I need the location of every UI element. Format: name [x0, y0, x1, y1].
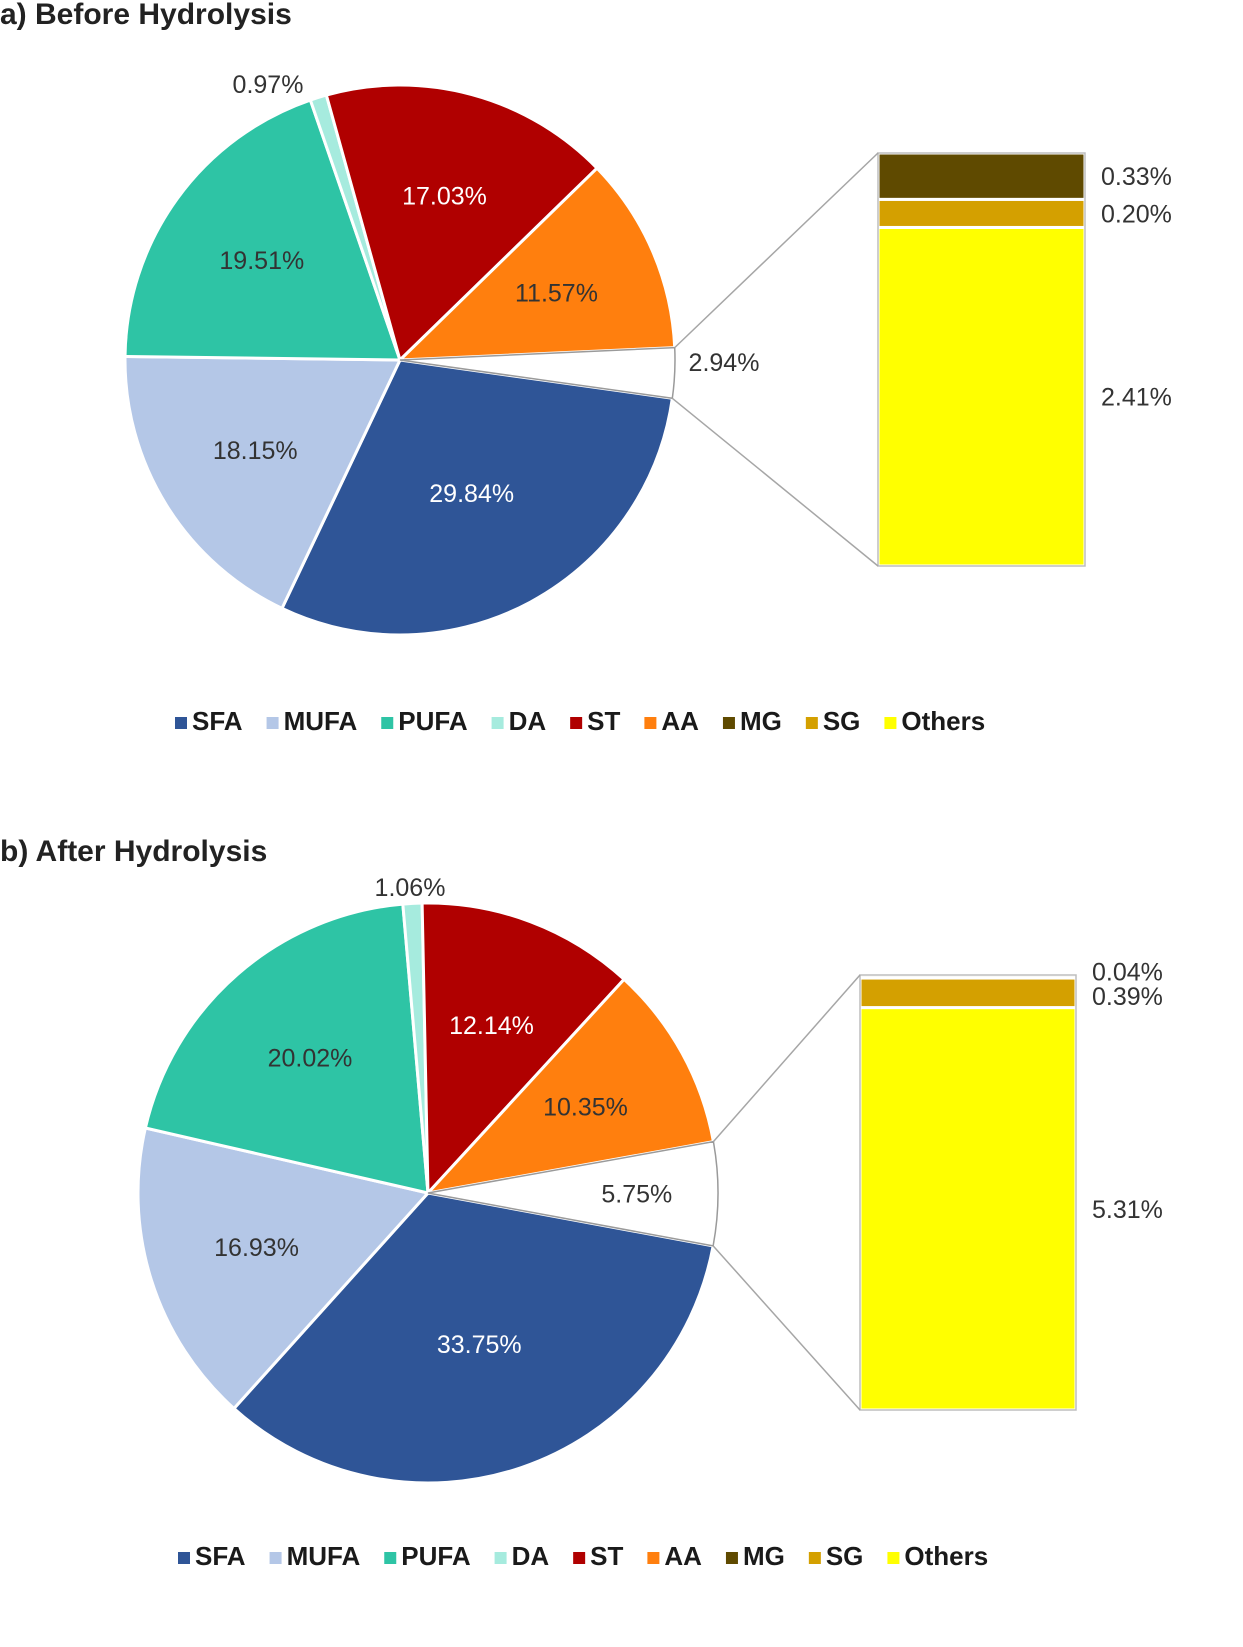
- legend-label-sg: SG: [826, 1541, 864, 1571]
- pie-slice-rest: [399, 346, 676, 400]
- pie-label-pufa: 19.51%: [219, 247, 304, 275]
- legend-swatch-st: [570, 717, 583, 729]
- legend-swatch-da: [491, 717, 504, 729]
- legend-label-mg: MG: [743, 1541, 785, 1571]
- connector-line-bottom: [712, 1245, 861, 1411]
- legend-swatch-sfa: [178, 1552, 190, 1564]
- pie-label-mufa: 16.93%: [214, 1234, 299, 1262]
- pie-label-da: 0.97%: [233, 71, 304, 99]
- pie-label-rest: 2.94%: [689, 349, 760, 377]
- pie-slice-st: [420, 901, 627, 1197]
- legend-label-pufa: PUFA: [401, 1541, 471, 1571]
- legend: SFA MUFA PUFA DA ST AA MG SG Others: [178, 1541, 988, 1571]
- pie-slice-sfa: [279, 358, 675, 637]
- stack-label-sg: 0.39%: [1092, 983, 1163, 1011]
- chart-a: 29.84% 18.15% 19.51% 0.97% 17.03% 11.57% 2.94%…: [123, 71, 1172, 736]
- pie-label-sfa: 29.84%: [429, 480, 514, 508]
- pie-slice-aa: [423, 977, 716, 1196]
- legend-swatch-sfa: [175, 717, 187, 729]
- pie-slices: [136, 901, 719, 1485]
- legend: SFA MUFA PUFA DA ST AA MG SG Others: [175, 706, 985, 736]
- pie-slice-mufa: [123, 354, 403, 611]
- pie-label-pufa: 20.02%: [268, 1044, 353, 1072]
- stack-segment-sg: [858, 976, 1078, 1010]
- legend-label-mg: MG: [740, 706, 782, 736]
- stack-label-others: 2.41%: [1101, 384, 1172, 412]
- chart-b-title: b) After Hydrolysis: [0, 835, 268, 868]
- legend-label-aa: AA: [664, 1541, 702, 1571]
- pie-label-rest: 5.75%: [601, 1181, 672, 1209]
- stack-bar-outline: [877, 152, 1086, 567]
- pie-label-aa: 11.57%: [515, 279, 598, 307]
- legend-label-sg: SG: [823, 706, 861, 736]
- pie-slice-aa: [396, 166, 677, 362]
- legend-swatch-mufa: [266, 717, 279, 729]
- legend-swatch-st: [573, 1552, 586, 1564]
- pie-slice-sfa: [231, 1191, 715, 1485]
- stack-bar-outline: [859, 974, 1077, 1411]
- pie-label-sfa: 33.75%: [437, 1331, 522, 1359]
- connector-line-bottom: [671, 397, 879, 567]
- legend-label-mufa: MUFA: [284, 706, 358, 736]
- stack-label-others: 5.31%: [1092, 1196, 1163, 1224]
- pie-slice-st: [324, 83, 600, 363]
- pie-slice-rest: [427, 1140, 719, 1247]
- stack-bar: [858, 973, 1078, 1412]
- legend-label-st: ST: [587, 706, 620, 736]
- legend-label-others: Others: [904, 1541, 988, 1571]
- legend-swatch-pufa: [381, 717, 394, 729]
- stack-bar: [876, 151, 1087, 568]
- pie-label-aa: 10.35%: [543, 1093, 628, 1121]
- pie-label-st: 12.14%: [449, 1012, 534, 1040]
- legend-swatch-mufa: [269, 1552, 282, 1564]
- legend-swatch-others: [887, 1552, 900, 1564]
- legend-label-others: Others: [901, 706, 985, 736]
- legend-swatch-sg: [808, 1552, 821, 1564]
- pie-label-da: 1.06%: [375, 874, 446, 902]
- pie-slice-mufa: [136, 1126, 431, 1411]
- stack-label-mg: 0.33%: [1101, 163, 1172, 191]
- legend-label-sfa: SFA: [195, 1541, 246, 1571]
- legend-swatch-aa: [644, 717, 657, 729]
- legend-label-da: DA: [512, 1541, 550, 1571]
- legend-label-da: DA: [509, 706, 547, 736]
- stack-segment-others: [858, 1006, 1078, 1412]
- legend-swatch-da: [494, 1552, 507, 1564]
- legend-label-st: ST: [590, 1541, 623, 1571]
- legend-label-sfa: SFA: [192, 706, 243, 736]
- legend-swatch-pufa: [384, 1552, 397, 1564]
- pie-slice-pufa: [143, 902, 430, 1195]
- pie-slices: [123, 83, 677, 637]
- legend-label-mufa: MUFA: [287, 1541, 361, 1571]
- legend-swatch-mg: [722, 717, 735, 729]
- stack-label-sg: 0.20%: [1101, 200, 1172, 228]
- connector-line-top: [674, 152, 879, 349]
- legend-swatch-sg: [805, 717, 818, 729]
- pie-label-st: 17.03%: [402, 182, 487, 210]
- legend-swatch-aa: [647, 1552, 660, 1564]
- pie-label-mufa: 18.15%: [213, 437, 298, 465]
- chart-a-title: a) Before Hydrolysis: [0, 0, 292, 31]
- legend-swatch-others: [884, 717, 897, 729]
- legend-label-pufa: PUFA: [398, 706, 468, 736]
- stack-label-mg: 0.04%: [1092, 959, 1163, 987]
- legend-label-aa: AA: [661, 706, 699, 736]
- connector-line-top: [712, 974, 861, 1143]
- legend-swatch-mg: [725, 1552, 738, 1564]
